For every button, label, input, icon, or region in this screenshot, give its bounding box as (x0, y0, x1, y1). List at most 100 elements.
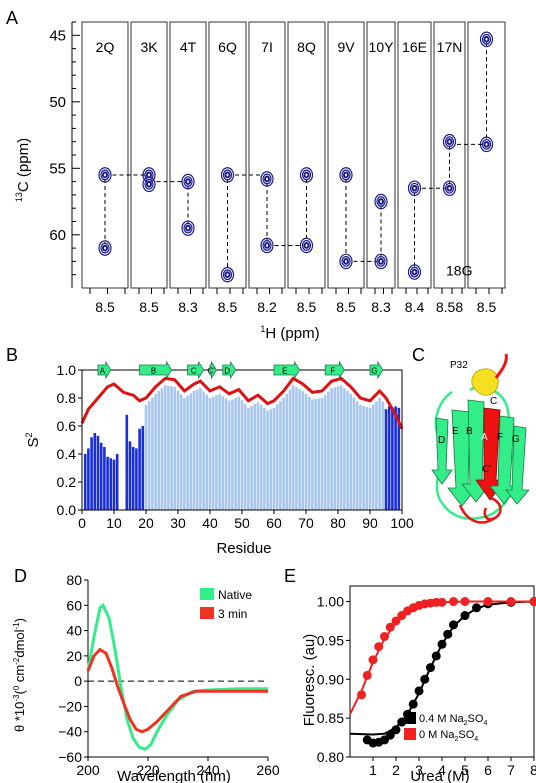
x-tick-label: 5 (461, 762, 469, 778)
s2-curve (80, 376, 404, 430)
contour-peak (483, 140, 490, 148)
data-point (449, 620, 458, 630)
legend-swatch (404, 728, 416, 740)
contour-peak (181, 220, 195, 236)
bar-light (176, 390, 180, 510)
fit-line (349, 600, 534, 715)
bar-light (147, 401, 151, 510)
legend-label: 3 min (218, 607, 247, 621)
contour-peak (260, 171, 274, 187)
y-tick-label: 0.4 (57, 446, 77, 462)
data-point (483, 597, 493, 607)
contour-peak (144, 178, 154, 190)
x-tick-label: 70 (298, 515, 314, 531)
strip-frame (169, 21, 207, 289)
contour-peak (378, 198, 384, 205)
x-tick-label: 8 (530, 762, 536, 778)
loop-p32 (471, 368, 499, 396)
strand-arrow (139, 360, 173, 380)
bar-light (179, 394, 183, 510)
contour-peak (220, 167, 235, 183)
bar-light (247, 407, 250, 510)
contour-peak (343, 258, 349, 265)
strip-label-18g: 18G (446, 262, 472, 278)
data-point (472, 603, 481, 613)
contour-peak (378, 258, 384, 265)
c-terminal-loop (483, 507, 495, 521)
bar-light (365, 406, 369, 510)
x-tick-label: 8.5 (477, 299, 497, 315)
contour-peak (479, 31, 494, 48)
y-tick-label: 55 (49, 160, 66, 177)
legend-sub: 2 (454, 736, 458, 743)
bar-light (359, 405, 362, 510)
bar-light (307, 396, 311, 510)
legend-swatch (404, 712, 416, 724)
bar-dark (83, 454, 87, 510)
strip-frame (208, 21, 247, 289)
y-tick-label: 0.80 (317, 749, 344, 765)
structure-label-a: A (481, 432, 488, 443)
y-tick-label: 0 (74, 673, 82, 689)
bar-light (218, 393, 221, 510)
bar-light (263, 407, 266, 510)
y-tick-label: 80 (66, 572, 82, 588)
bar-light (288, 389, 292, 510)
bar-light (298, 389, 301, 510)
legend-label: Native (218, 588, 252, 602)
contour-peak (376, 196, 386, 207)
data-point (385, 730, 395, 740)
bar-light (352, 397, 356, 510)
x-tick-label: 8.5 (297, 299, 317, 315)
bar-light (314, 398, 317, 510)
x-tick-label: 8.5 (139, 299, 159, 315)
bar-light (253, 404, 257, 510)
strip-label: 2Q (96, 39, 115, 55)
bar-light (304, 393, 308, 510)
contour-peak (264, 175, 270, 183)
bar-dark (99, 442, 103, 510)
data-point (437, 639, 447, 649)
contour-peak (409, 182, 420, 194)
contour-peak (339, 167, 353, 183)
bar-light (170, 386, 173, 510)
x-tick-label: 8.5 (336, 299, 356, 315)
contour-peak (224, 271, 231, 279)
y-tick-label: 1.00 (317, 594, 344, 610)
strand-label: F (330, 367, 335, 376)
bar-light (189, 393, 193, 510)
strip-label: 8Q (297, 39, 316, 55)
bar-light (231, 399, 234, 510)
contour-peak (442, 133, 457, 150)
x-tick-label: 260 (256, 762, 280, 778)
x-tick-label: 50 (234, 515, 250, 531)
bar-light (186, 395, 189, 510)
bar-light (215, 395, 218, 510)
bar-dark (90, 437, 93, 510)
strand-arrow (369, 360, 384, 380)
x-tick-label: 7 (507, 762, 515, 778)
data-point (368, 655, 378, 665)
data-point (362, 670, 372, 680)
contour-peak (483, 35, 490, 43)
bar-light (301, 391, 305, 510)
bar-light (346, 391, 349, 510)
contour-peak (100, 169, 110, 181)
contour-peak (102, 171, 108, 179)
structure-label-e: E (452, 426, 459, 437)
bar-dark (106, 456, 109, 510)
data-point (374, 642, 384, 652)
contour-peak (260, 237, 274, 254)
strip-label: 17N (437, 39, 463, 55)
y-tick-label: 20 (66, 648, 82, 664)
bar-light (192, 391, 196, 510)
bar-dark (384, 409, 388, 510)
x-tick-label: 2 (392, 762, 400, 778)
structure-label-f: F (497, 432, 503, 443)
bar-light (224, 398, 228, 510)
bar-light (199, 388, 202, 510)
bar-dark (112, 459, 116, 510)
contour-peak (183, 222, 193, 234)
bar-light (173, 386, 177, 510)
bar-light (339, 385, 343, 510)
